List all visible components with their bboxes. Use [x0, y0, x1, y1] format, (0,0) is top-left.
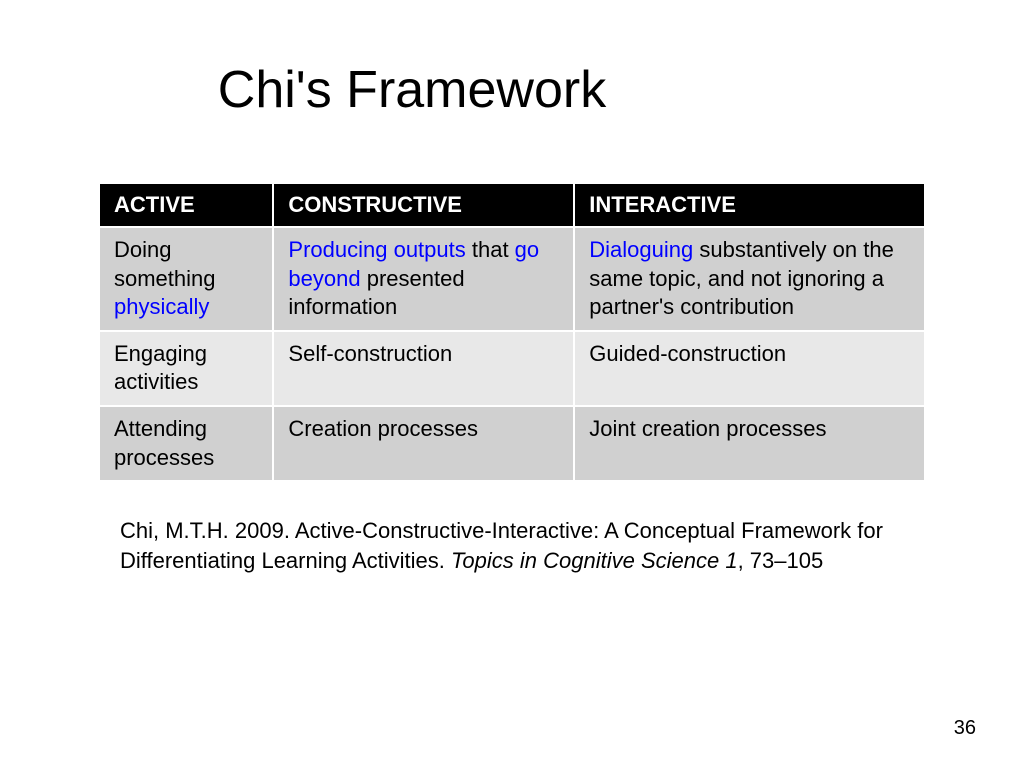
table-header: ACTIVE CONSTRUCTIVE INTERACTIVE: [100, 184, 924, 227]
cell-text: Engaging activities: [114, 341, 207, 395]
framework-table-wrap: ACTIVE CONSTRUCTIVE INTERACTIVE Doing so…: [100, 184, 924, 480]
col-header-interactive: INTERACTIVE: [574, 184, 924, 227]
slide-title: Chi's Framework: [0, 60, 1024, 120]
citation-italic: Topics in Cognitive Science 1: [451, 548, 738, 573]
table-cell: Producing outputs that go beyond present…: [273, 227, 574, 331]
table-row: Doing something physicallyProducing outp…: [100, 227, 924, 331]
highlight-text: Producing outputs: [288, 237, 465, 262]
cell-text: that: [466, 237, 515, 262]
cell-text: Doing something: [114, 237, 216, 291]
citation: Chi, M.T.H. 2009. Active-Constructive-In…: [120, 516, 904, 575]
highlight-text: physically: [114, 294, 209, 319]
cell-text: Creation processes: [288, 416, 478, 441]
highlight-text: Dialoguing: [589, 237, 693, 262]
table-cell: Attending processes: [100, 406, 273, 480]
table-row: Engaging activities Self-construction Guid…: [100, 331, 924, 406]
page-number: 36: [954, 717, 976, 740]
citation-suffix: , 73–105: [738, 548, 824, 573]
slide: Chi's Framework ACTIVE CONSTRUCTIVE INTE…: [0, 0, 1024, 768]
table-row: Attending processes Creation processes Joi…: [100, 406, 924, 480]
cell-text: Attending processes: [114, 416, 214, 470]
table-cell: Dialoguing substantively on the same top…: [574, 227, 924, 331]
framework-table: ACTIVE CONSTRUCTIVE INTERACTIVE Doing so…: [100, 184, 924, 480]
table-cell: Creation processes: [273, 406, 574, 480]
col-header-constructive: CONSTRUCTIVE: [273, 184, 574, 227]
cell-text: Joint creation processes: [589, 416, 826, 441]
cell-text: Guided-construction: [589, 341, 786, 366]
table-cell: Guided-construction: [574, 331, 924, 406]
cell-text: Self-construction: [288, 341, 452, 366]
table-cell: Engaging activities: [100, 331, 273, 406]
table-cell: Self-construction: [273, 331, 574, 406]
table-header-row: ACTIVE CONSTRUCTIVE INTERACTIVE: [100, 184, 924, 227]
table-cell: Doing something physically: [100, 227, 273, 331]
table-body: Doing something physicallyProducing outp…: [100, 227, 924, 480]
col-header-active: ACTIVE: [100, 184, 273, 227]
table-cell: Joint creation processes: [574, 406, 924, 480]
